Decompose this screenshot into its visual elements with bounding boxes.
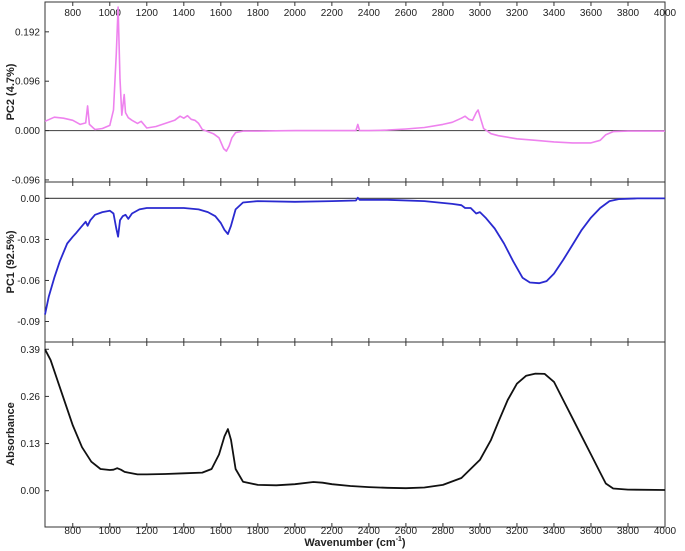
x-tick-label-bottom: 2600 bbox=[395, 526, 418, 537]
y-tick-label-top: -0.096 bbox=[12, 175, 41, 186]
x-tick-label-top: 2400 bbox=[358, 8, 381, 19]
absorbance-ylabel: Absorbance bbox=[5, 402, 17, 466]
x-tick-label-top: 3000 bbox=[469, 8, 492, 19]
y-tick-label-bottom: 0.13 bbox=[21, 439, 41, 450]
y-tick-label-middle: -0.09 bbox=[17, 317, 40, 328]
x-tick-label-bottom: 3400 bbox=[543, 526, 566, 537]
x-tick-label-top: 3400 bbox=[543, 8, 566, 19]
y-tick-label-top: 0.096 bbox=[15, 77, 40, 88]
x-tick-label-bottom: 1800 bbox=[247, 526, 270, 537]
y-tick-label-top: 0.192 bbox=[15, 27, 40, 38]
x-axis-title: Wavenumber (cm-1) bbox=[304, 536, 406, 549]
absorbance-panel-frame bbox=[44, 341, 666, 528]
y-tick-label-bottom: 0.39 bbox=[21, 345, 41, 356]
x-axis-title-sup: -1 bbox=[396, 536, 402, 543]
series-line-top bbox=[44, 6, 665, 152]
y-tick-label-middle: 0.00 bbox=[21, 194, 41, 205]
x-tick-label-top: 1200 bbox=[136, 8, 159, 19]
x-tick-label-top: 800 bbox=[64, 8, 81, 19]
x-tick-label-top: 3600 bbox=[580, 8, 603, 19]
y-tick-label-bottom: 0.00 bbox=[21, 486, 41, 497]
x-tick-label-top: 1000 bbox=[99, 8, 122, 19]
x-axis-title-main: Wavenumber (cm bbox=[304, 537, 396, 549]
x-tick-label-bottom: 3800 bbox=[617, 526, 640, 537]
x-tick-label-top: 4000 bbox=[654, 8, 677, 19]
pc2-panel-frame bbox=[44, 1, 666, 183]
x-tick-label-bottom: 1400 bbox=[173, 526, 196, 537]
x-tick-label-top: 3200 bbox=[506, 8, 529, 19]
pc1-ylabel: PC1 (92.5%) bbox=[5, 230, 17, 293]
x-tick-label-bottom: 800 bbox=[64, 526, 81, 537]
x-tick-label-top: 2000 bbox=[284, 8, 307, 19]
y-tick-label-bottom: 0.26 bbox=[21, 392, 41, 403]
x-tick-label-top: 1800 bbox=[247, 8, 270, 19]
chart-layer: -0.096 0.000 0.096 0.192 800 1000 1200 1400 1600… bbox=[12, 2, 677, 537]
x-tick-label-bottom: 1600 bbox=[210, 526, 233, 537]
x-tick-label-bottom: 2800 bbox=[432, 526, 455, 537]
x-tick-label-top: 2800 bbox=[432, 8, 455, 19]
x-tick-label-bottom: 2200 bbox=[321, 526, 344, 537]
series-line-middle bbox=[44, 196, 665, 315]
x-tick-label-top: 2200 bbox=[321, 8, 344, 19]
x-tick-label-bottom: 3200 bbox=[506, 526, 529, 537]
x-tick-label-bottom: 2000 bbox=[284, 526, 307, 537]
y-tick-label-middle: -0.03 bbox=[17, 235, 40, 246]
y-tick-label-top: 0.000 bbox=[15, 126, 40, 137]
y-tick-label-middle: -0.06 bbox=[17, 276, 40, 287]
x-tick-label-top: 2600 bbox=[395, 8, 418, 19]
x-tick-label-bottom: 2400 bbox=[358, 526, 381, 537]
x-tick-label-bottom: 3600 bbox=[580, 526, 603, 537]
x-tick-label-bottom: 1000 bbox=[99, 526, 122, 537]
x-tick-label-top: 1600 bbox=[210, 8, 233, 19]
x-tick-label-bottom: 4000 bbox=[654, 526, 677, 537]
series-line-bottom bbox=[44, 348, 666, 491]
x-tick-label-bottom: 1200 bbox=[136, 526, 159, 537]
pc1-panel-frame bbox=[44, 181, 666, 343]
x-tick-label-bottom: 3000 bbox=[469, 526, 492, 537]
pc2-ylabel: PC2 (4.7%) bbox=[5, 63, 17, 120]
x-tick-label-top: 1400 bbox=[173, 8, 196, 19]
x-axis-title-end: ) bbox=[402, 537, 406, 549]
x-tick-label-top: 3800 bbox=[617, 8, 640, 19]
